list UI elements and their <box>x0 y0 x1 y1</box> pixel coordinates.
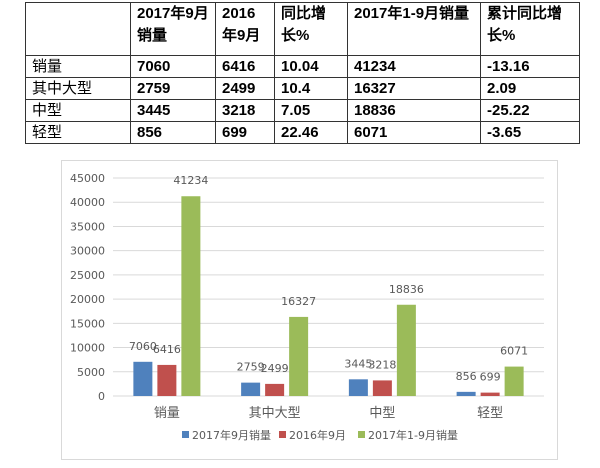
header-cell: 2017年9月销量 <box>130 2 216 56</box>
row-label: 轻型 <box>25 121 131 144</box>
y-tick-label: 10000 <box>70 342 105 355</box>
bar-chart: 0 5000 10000 15000 20000 25000 30000 35000 40000… <box>61 160 558 460</box>
cell: 10.04 <box>274 55 348 78</box>
header-cell: 2016年9月 <box>215 2 275 56</box>
y-tick-label: 15000 <box>70 317 105 330</box>
data-label: 2499 <box>261 362 289 375</box>
y-tick-label: 45000 <box>70 172 105 185</box>
bar <box>372 380 392 396</box>
table-header-row: 2017年9月销量 2016年9月 同比增长% 2017年1-9月销量 累计同比… <box>25 2 580 56</box>
cell: 18836 <box>347 99 481 122</box>
data-label: 699 <box>480 371 501 384</box>
bar <box>133 361 153 396</box>
bar <box>504 366 524 396</box>
cell: 2499 <box>215 77 275 100</box>
bar <box>181 196 201 396</box>
cell: 22.46 <box>274 121 348 144</box>
sales-table: 2017年9月销量 2016年9月 同比增长% 2017年1-9月销量 累计同比… <box>25 2 580 144</box>
cell: 7.05 <box>274 99 348 122</box>
bar <box>396 304 416 396</box>
bar <box>480 392 500 396</box>
cell: 3445 <box>130 99 216 122</box>
cell: 3218 <box>215 99 275 122</box>
bar <box>348 379 368 396</box>
bar <box>241 382 261 396</box>
legend-label: 2016年9月 <box>289 428 346 442</box>
chart-svg: 0 5000 10000 15000 20000 25000 30000 35000 40000… <box>70 172 544 442</box>
bar <box>456 391 476 396</box>
table-row: 其中大型 2759 2499 10.4 16327 2.09 <box>25 77 580 100</box>
bar <box>157 364 177 396</box>
data-label: 2759 <box>237 361 265 374</box>
data-label: 6416 <box>153 343 181 356</box>
x-tick-label: 销量 <box>154 406 180 421</box>
row-label: 销量 <box>25 55 131 78</box>
cell: 699 <box>215 121 275 144</box>
cell: -25.22 <box>480 99 580 122</box>
cell: 2.09 <box>480 77 580 100</box>
cell: 2759 <box>130 77 216 100</box>
cell: 6416 <box>215 55 275 78</box>
data-label: 16327 <box>281 295 316 308</box>
row-label: 其中大型 <box>25 77 131 100</box>
y-tick-label: 5000 <box>77 366 105 379</box>
cell: -3.65 <box>480 121 580 144</box>
x-tick-label: 中型 <box>369 406 395 421</box>
bar <box>289 316 309 396</box>
header-cell: 同比增长% <box>274 2 348 56</box>
data-label: 856 <box>456 370 477 383</box>
cell: -13.16 <box>480 55 580 78</box>
legend-label: 2017年9月销量 <box>192 428 271 442</box>
y-tick-label: 40000 <box>70 196 105 209</box>
row-label: 中型 <box>25 99 131 122</box>
header-cell: 2017年1-9月销量 <box>347 2 481 56</box>
y-tick-label: 25000 <box>70 269 105 282</box>
legend-swatch <box>182 431 189 438</box>
x-tick-label: 轻型 <box>477 406 503 421</box>
legend-swatch <box>279 431 286 438</box>
y-tick-label: 0 <box>98 390 105 403</box>
x-tick-label: 其中大型 <box>249 406 301 421</box>
cell: 10.4 <box>274 77 348 100</box>
header-cell <box>25 2 131 56</box>
data-label: 41234 <box>173 174 208 187</box>
data-label: 3445 <box>344 357 372 370</box>
header-cell: 累计同比增长% <box>480 2 580 56</box>
data-label: 18836 <box>389 283 424 296</box>
y-tick-label: 35000 <box>70 220 105 233</box>
data-label: 7060 <box>129 340 157 353</box>
cell: 41234 <box>347 55 481 78</box>
cell: 856 <box>130 121 216 144</box>
table-row: 销量 7060 6416 10.04 41234 -13.16 <box>25 55 580 78</box>
data-label: 6071 <box>500 345 528 358</box>
y-tick-label: 30000 <box>70 245 105 258</box>
cell: 6071 <box>347 121 481 144</box>
table-row: 中型 3445 3218 7.05 18836 -25.22 <box>25 99 580 122</box>
cell: 7060 <box>130 55 216 78</box>
cell: 16327 <box>347 77 481 100</box>
data-label: 3218 <box>368 358 396 371</box>
legend-swatch <box>358 431 365 438</box>
legend-label: 2017年1-9月销量 <box>368 428 458 442</box>
table-row: 轻型 856 699 22.46 6071 -3.65 <box>25 121 580 144</box>
bar <box>265 383 285 396</box>
y-tick-label: 20000 <box>70 293 105 306</box>
